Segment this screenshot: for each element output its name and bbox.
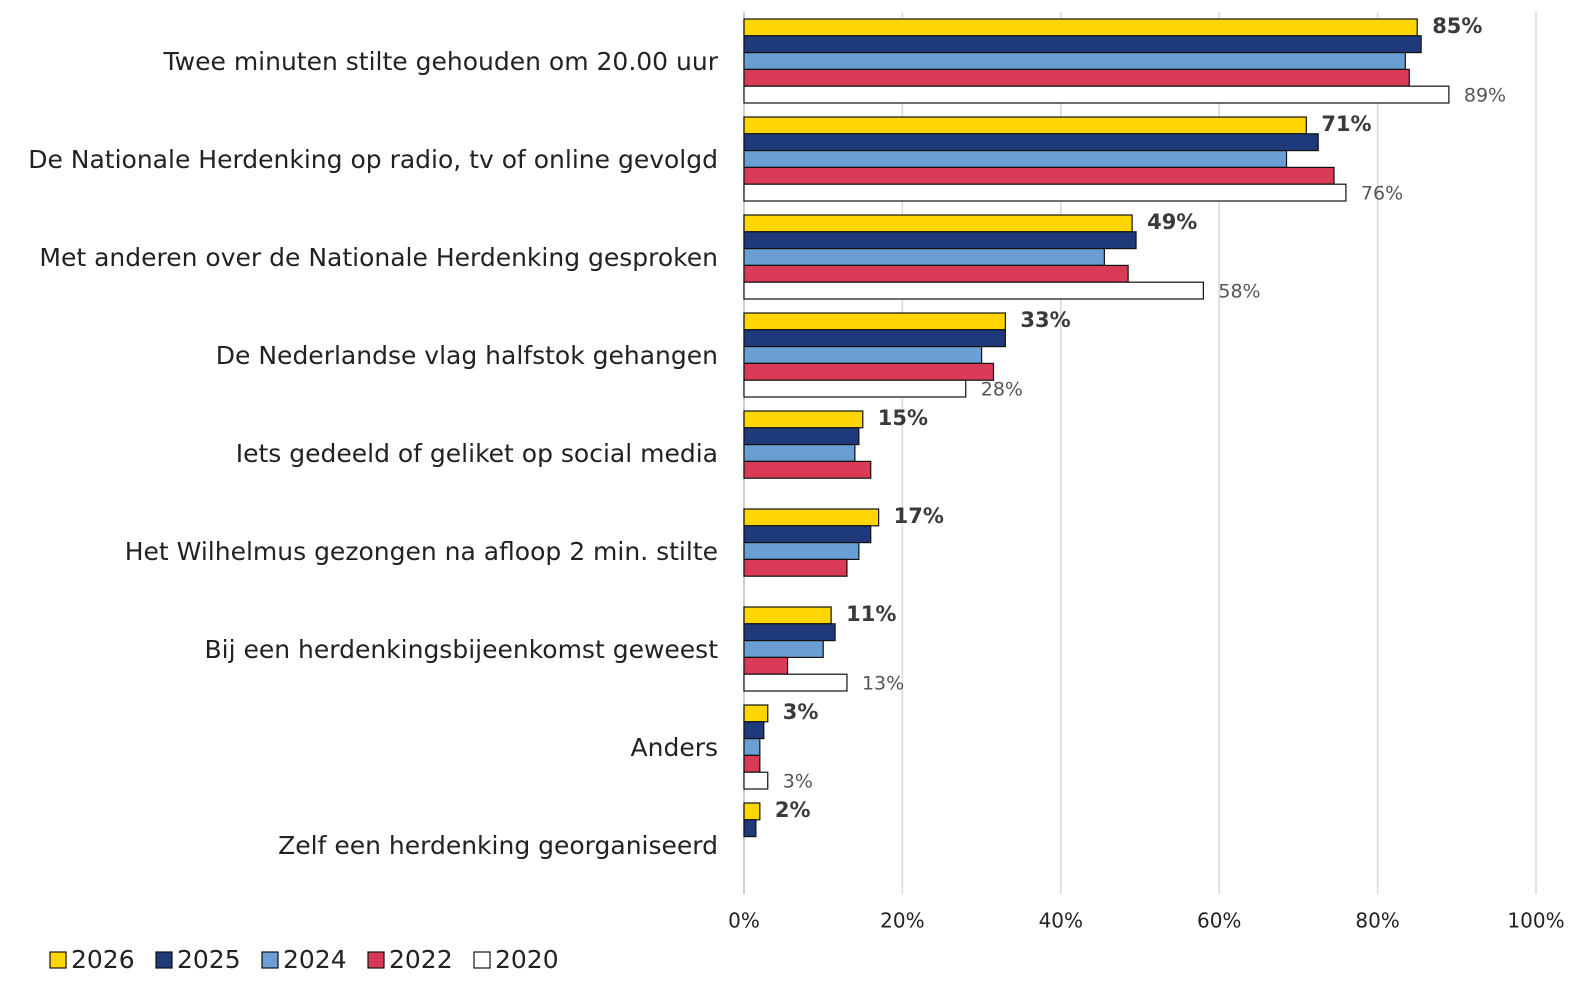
category-label: Zelf een herdenking georganiseerd [278, 831, 718, 860]
bar [743, 379, 967, 398]
data-label: 11% [846, 602, 896, 626]
x-tick-label: 60% [1197, 909, 1241, 933]
bar [743, 460, 872, 479]
x-tick-label: 40% [1039, 909, 1083, 933]
category-label: De Nederlandse vlag halfstok gehangen [216, 341, 718, 370]
category-label: De Nationale Herdenking op radio, tv of … [28, 145, 718, 174]
bar [743, 51, 1406, 70]
x-tick-label: 0% [728, 909, 760, 933]
legend-swatch [367, 951, 385, 969]
bar [743, 819, 757, 838]
bar [743, 508, 880, 527]
bar [743, 721, 765, 740]
data-label: 13% [862, 673, 904, 695]
data-label: 33% [1020, 308, 1070, 332]
bar [743, 444, 856, 463]
data-label: 49% [1147, 210, 1197, 234]
legend-label: 2024 [283, 945, 347, 974]
legend-swatch [155, 951, 173, 969]
bar [743, 329, 1006, 348]
data-label: 58% [1218, 281, 1260, 303]
bar [743, 264, 1129, 283]
data-label: 17% [894, 504, 944, 528]
data-label: 28% [981, 379, 1023, 401]
legend-label: 2026 [71, 945, 135, 974]
bar [743, 116, 1307, 135]
bar [743, 704, 769, 723]
bar [743, 525, 872, 544]
category-label: Iets gedeeld of geliket op social media [236, 439, 718, 468]
legend-label: 2020 [495, 945, 559, 974]
bar [743, 346, 983, 365]
category-label: Anders [631, 733, 719, 762]
category-label: Bij een herdenkingsbijeenkomst geweest [204, 635, 718, 664]
x-tick-label: 80% [1355, 909, 1399, 933]
bar [743, 623, 836, 642]
data-label: 3% [783, 771, 813, 793]
bar [743, 35, 1422, 54]
x-tick-label: 100% [1507, 909, 1564, 933]
bar [743, 410, 864, 429]
bar [743, 231, 1137, 250]
bar [743, 18, 1418, 37]
legend-swatch [49, 951, 67, 969]
bar [743, 639, 824, 658]
bar [743, 312, 1006, 331]
data-label: 3% [783, 700, 819, 724]
bar [743, 771, 769, 790]
bar [743, 183, 1347, 202]
bar [743, 68, 1410, 87]
category-label: Twee minuten stilte gehouden om 20.00 uu… [163, 47, 719, 76]
bar [743, 427, 860, 446]
bar [743, 606, 832, 625]
bar [743, 558, 848, 577]
data-label: 89% [1464, 85, 1506, 107]
bar [743, 362, 995, 381]
bar [743, 85, 1450, 104]
bar [743, 737, 761, 756]
data-label: 76% [1361, 183, 1403, 205]
data-label: 2% [775, 798, 811, 822]
data-label: 71% [1321, 112, 1371, 136]
bar [743, 673, 848, 692]
data-label: 85% [1432, 14, 1482, 38]
legend-swatch [261, 951, 279, 969]
bar [743, 248, 1105, 267]
legend-swatch [473, 951, 491, 969]
bar [743, 133, 1319, 152]
bar [743, 214, 1133, 233]
bar [743, 150, 1288, 169]
legend-label: 2022 [389, 945, 453, 974]
bar [743, 166, 1335, 185]
data-label: 15% [878, 406, 928, 430]
bar [743, 656, 789, 675]
x-tick-label: 20% [880, 909, 924, 933]
category-label: Het Wilhelmus gezongen na afloop 2 min. … [125, 537, 718, 566]
bar [743, 802, 761, 821]
category-label: Met anderen over de Nationale Herdenking… [39, 243, 718, 272]
bar [743, 281, 1204, 300]
bar [743, 754, 761, 773]
bar [743, 541, 860, 560]
legend-label: 2025 [177, 945, 241, 974]
